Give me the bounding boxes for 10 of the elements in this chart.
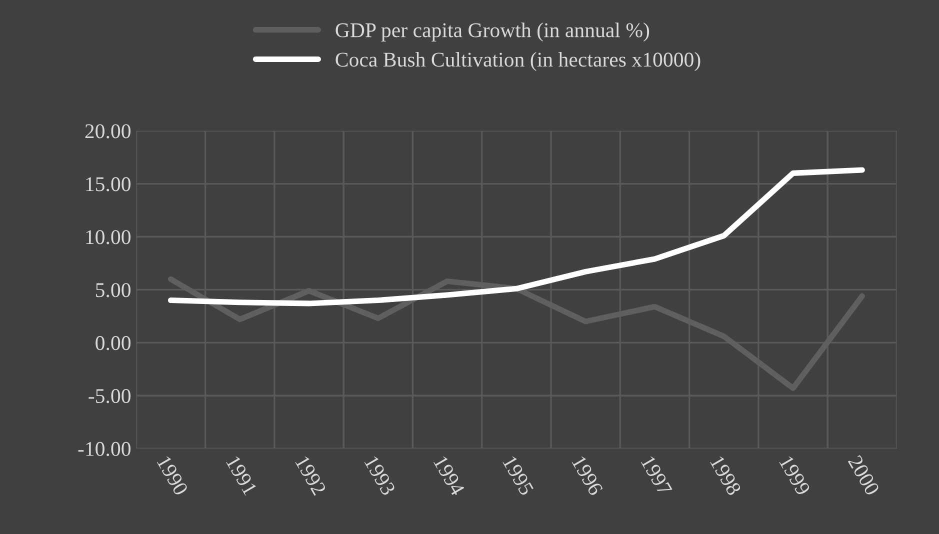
legend-label: GDP per capita Growth (in annual %) xyxy=(336,22,650,42)
y-tick-label: 5.00 xyxy=(96,283,130,298)
y-tick-label: 15.00 xyxy=(86,177,130,192)
y-tick-label: -10.00 xyxy=(78,442,130,456)
y-tick-label: -5.00 xyxy=(88,388,130,404)
x-tick-label: 1997 xyxy=(640,455,672,496)
y-tick-label: 20.00 xyxy=(85,124,130,138)
y-tick-label: 10.00 xyxy=(86,230,130,244)
legend-label: Coca Bush Cultivation (in hectares x10000) xyxy=(336,52,700,71)
y-tick-label: 0.00 xyxy=(96,336,130,350)
